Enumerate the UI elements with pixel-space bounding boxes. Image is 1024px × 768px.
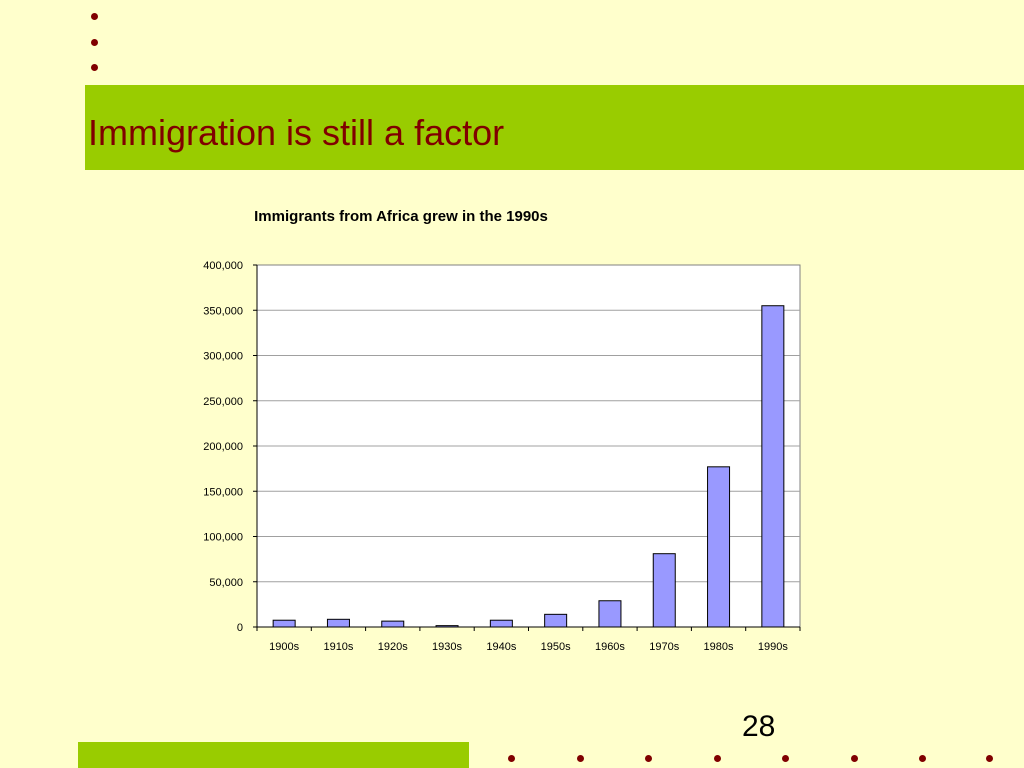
page-number: 28: [742, 710, 776, 743]
decorative-bullet: [645, 755, 652, 762]
bar-1990s: [761, 305, 785, 628]
bar-1950s: [544, 613, 568, 628]
x-tick-label: 1950s: [541, 641, 571, 653]
bar-1960s: [598, 600, 622, 628]
decorative-bullet: [508, 755, 515, 762]
bar-1910s: [326, 618, 350, 628]
decorative-bullet: [91, 39, 98, 46]
decorative-bullet: [782, 755, 789, 762]
bar-1970s: [652, 553, 676, 628]
y-tick-label: 150,000: [203, 486, 243, 498]
decorative-bullet: [851, 755, 858, 762]
decorative-bullet: [986, 755, 993, 762]
x-tick-label: 1910s: [323, 641, 353, 653]
x-tick-label: 1930s: [432, 641, 462, 653]
y-tick-label: 400,000: [203, 260, 243, 272]
bar-chart: Immigrants from Africa grew in the 1990s…: [203, 208, 801, 653]
bar-1980s: [707, 466, 731, 628]
y-tick-label: 0: [237, 622, 243, 634]
x-tick-label: 1990s: [758, 641, 788, 653]
slide-title: Immigration is still a factor: [88, 112, 505, 153]
y-tick-label: 200,000: [203, 441, 243, 453]
bar-1920s: [381, 620, 405, 628]
decorative-bullet: [577, 755, 584, 762]
decorative-bullet: [91, 64, 98, 71]
y-tick-label: 100,000: [203, 532, 243, 544]
title-band: [85, 85, 1024, 170]
x-tick-label: 1940s: [486, 641, 516, 653]
decorative-bullet: [91, 13, 98, 20]
decorative-bullet: [919, 755, 926, 762]
x-tick-label: 1920s: [378, 641, 408, 653]
bar-1900s: [272, 619, 296, 628]
y-tick-label: 350,000: [203, 305, 243, 317]
y-tick-label: 50,000: [209, 577, 243, 589]
y-tick-label: 300,000: [203, 351, 243, 363]
x-tick-label: 1960s: [595, 641, 625, 653]
footer-band: [78, 742, 469, 768]
y-tick-label: 250,000: [203, 396, 243, 408]
decorative-bullet: [714, 755, 721, 762]
bar-1940s: [489, 619, 513, 628]
x-tick-label: 1970s: [649, 641, 679, 653]
chart-title: Immigrants from Africa grew in the 1990s: [254, 208, 548, 225]
x-tick-label: 1980s: [704, 641, 734, 653]
x-tick-label: 1900s: [269, 641, 299, 653]
